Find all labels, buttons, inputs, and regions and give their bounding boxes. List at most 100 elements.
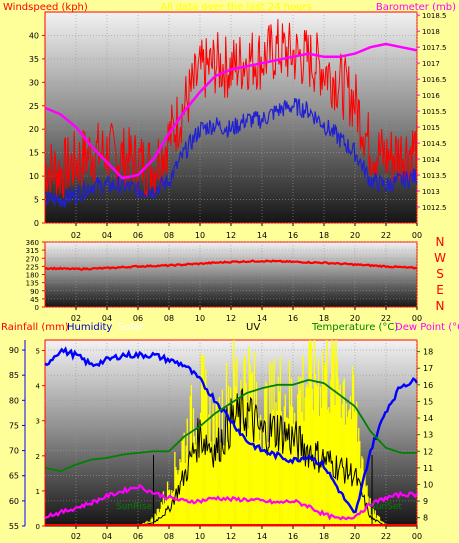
solar-bar bbox=[303, 420, 305, 526]
solar-bar bbox=[290, 378, 293, 526]
solar-bar bbox=[372, 507, 374, 526]
x-tick-label: 20 bbox=[350, 314, 360, 323]
solar-bar bbox=[158, 512, 161, 526]
solar-bar bbox=[282, 435, 285, 526]
uv-legend: UV bbox=[246, 322, 260, 333]
solar-bar bbox=[233, 340, 235, 526]
solar-bar bbox=[160, 502, 163, 526]
x-tick-label: 12 bbox=[226, 314, 236, 323]
x-tick-label: 22 bbox=[381, 532, 391, 541]
solar-bar bbox=[269, 362, 271, 526]
solar-bar bbox=[262, 452, 264, 526]
solar-bar bbox=[240, 380, 242, 526]
x-tick-label: 02 bbox=[71, 532, 81, 541]
solar-bar bbox=[301, 412, 303, 526]
solar-bar bbox=[378, 516, 381, 526]
x-tick-label: 06 bbox=[133, 532, 143, 541]
y2-tick-label: 1016.5 bbox=[422, 76, 447, 84]
y-tick-label: 180 bbox=[26, 272, 39, 280]
solar-bar bbox=[287, 418, 290, 526]
solar-bar bbox=[309, 340, 311, 526]
x-tick-label: 18 bbox=[319, 231, 329, 240]
solar-bar bbox=[286, 417, 289, 526]
solar-bar bbox=[241, 399, 243, 526]
solar-bar bbox=[363, 471, 365, 526]
windspeed-axis-title: Windspeed (kph) bbox=[3, 2, 88, 13]
solar-bar bbox=[236, 357, 238, 526]
solar-bar bbox=[268, 446, 270, 526]
solar-bar bbox=[374, 510, 376, 526]
solar-bar bbox=[174, 451, 176, 526]
solar-bar bbox=[146, 520, 148, 526]
solar-bar bbox=[276, 410, 278, 526]
chart-title: All data over the last 24 hours bbox=[160, 2, 312, 13]
solar-bar bbox=[279, 356, 281, 526]
x-tick-label: 22 bbox=[381, 231, 391, 240]
solar-bar bbox=[343, 378, 345, 526]
solar-bar bbox=[178, 470, 180, 526]
solar-bar bbox=[270, 417, 272, 526]
solar-bar bbox=[281, 434, 283, 526]
temperature-axis-title: Temperature (°C) bbox=[311, 322, 398, 333]
sunset-label: SunSet bbox=[370, 502, 402, 512]
solar-bar bbox=[170, 498, 172, 526]
solar-bar bbox=[180, 462, 182, 526]
solar-bar bbox=[151, 517, 153, 526]
solar-bar bbox=[283, 406, 286, 526]
solar-bar bbox=[308, 341, 310, 526]
solar-bar bbox=[294, 413, 296, 526]
solar-bar bbox=[369, 498, 371, 526]
solar-bar bbox=[169, 489, 171, 526]
solar-bar bbox=[296, 430, 298, 526]
solar-bar bbox=[186, 418, 188, 526]
solar-bar bbox=[226, 442, 229, 526]
temp-tick-label: 17 bbox=[423, 364, 433, 373]
solar-bar bbox=[185, 445, 187, 526]
solar-bar bbox=[254, 408, 257, 526]
solar-bar bbox=[213, 414, 215, 526]
solar-bar bbox=[165, 500, 168, 526]
solar-bar bbox=[332, 350, 334, 526]
solar-bar bbox=[313, 340, 316, 526]
x-tick-label: 06 bbox=[133, 231, 143, 240]
x-tick-label: 08 bbox=[164, 314, 174, 323]
solar-bar bbox=[231, 406, 233, 526]
y2-tick-label: 1015 bbox=[422, 124, 440, 132]
solar-bar bbox=[327, 409, 329, 526]
solar-bar bbox=[324, 365, 326, 526]
solar-bar bbox=[211, 452, 213, 526]
x-tick-label: 12 bbox=[226, 231, 236, 240]
solar-bar bbox=[253, 351, 256, 526]
x-tick-label: 16 bbox=[288, 314, 298, 323]
humidity-tick-label: 55 bbox=[9, 522, 19, 531]
temp-tick-label: 16 bbox=[423, 381, 433, 390]
solar-bar bbox=[181, 441, 183, 526]
solar-bar bbox=[310, 342, 312, 526]
temp-tick-label: 10 bbox=[423, 480, 433, 489]
x-tick-label: 02 bbox=[71, 231, 81, 240]
solar-bar bbox=[358, 427, 360, 526]
solar-bar bbox=[214, 455, 216, 526]
solar-bar bbox=[154, 513, 156, 526]
solar-bar bbox=[175, 466, 177, 526]
compass-label: N bbox=[436, 235, 445, 249]
solar-bar bbox=[242, 423, 244, 526]
solar-bar bbox=[208, 414, 210, 526]
x-tick-label: 18 bbox=[319, 532, 329, 541]
solar-bar bbox=[243, 359, 245, 526]
x-tick-label: 08 bbox=[164, 231, 174, 240]
solar-bar bbox=[192, 408, 195, 526]
solar-bar bbox=[216, 403, 218, 526]
rain-tick-label: 1 bbox=[36, 488, 40, 496]
compass-label: E bbox=[436, 283, 444, 297]
solar-bar bbox=[196, 432, 199, 526]
solar-bar bbox=[220, 441, 223, 526]
y2-tick-label: 1014 bbox=[422, 156, 440, 164]
solar-bar bbox=[256, 408, 259, 526]
solar-bar bbox=[187, 457, 189, 526]
solar-bar bbox=[191, 443, 194, 526]
y-tick-label: 315 bbox=[26, 247, 39, 255]
rain-tick-label: 3 bbox=[36, 418, 40, 426]
solar-bar bbox=[333, 342, 335, 526]
solar-bar bbox=[255, 382, 258, 526]
